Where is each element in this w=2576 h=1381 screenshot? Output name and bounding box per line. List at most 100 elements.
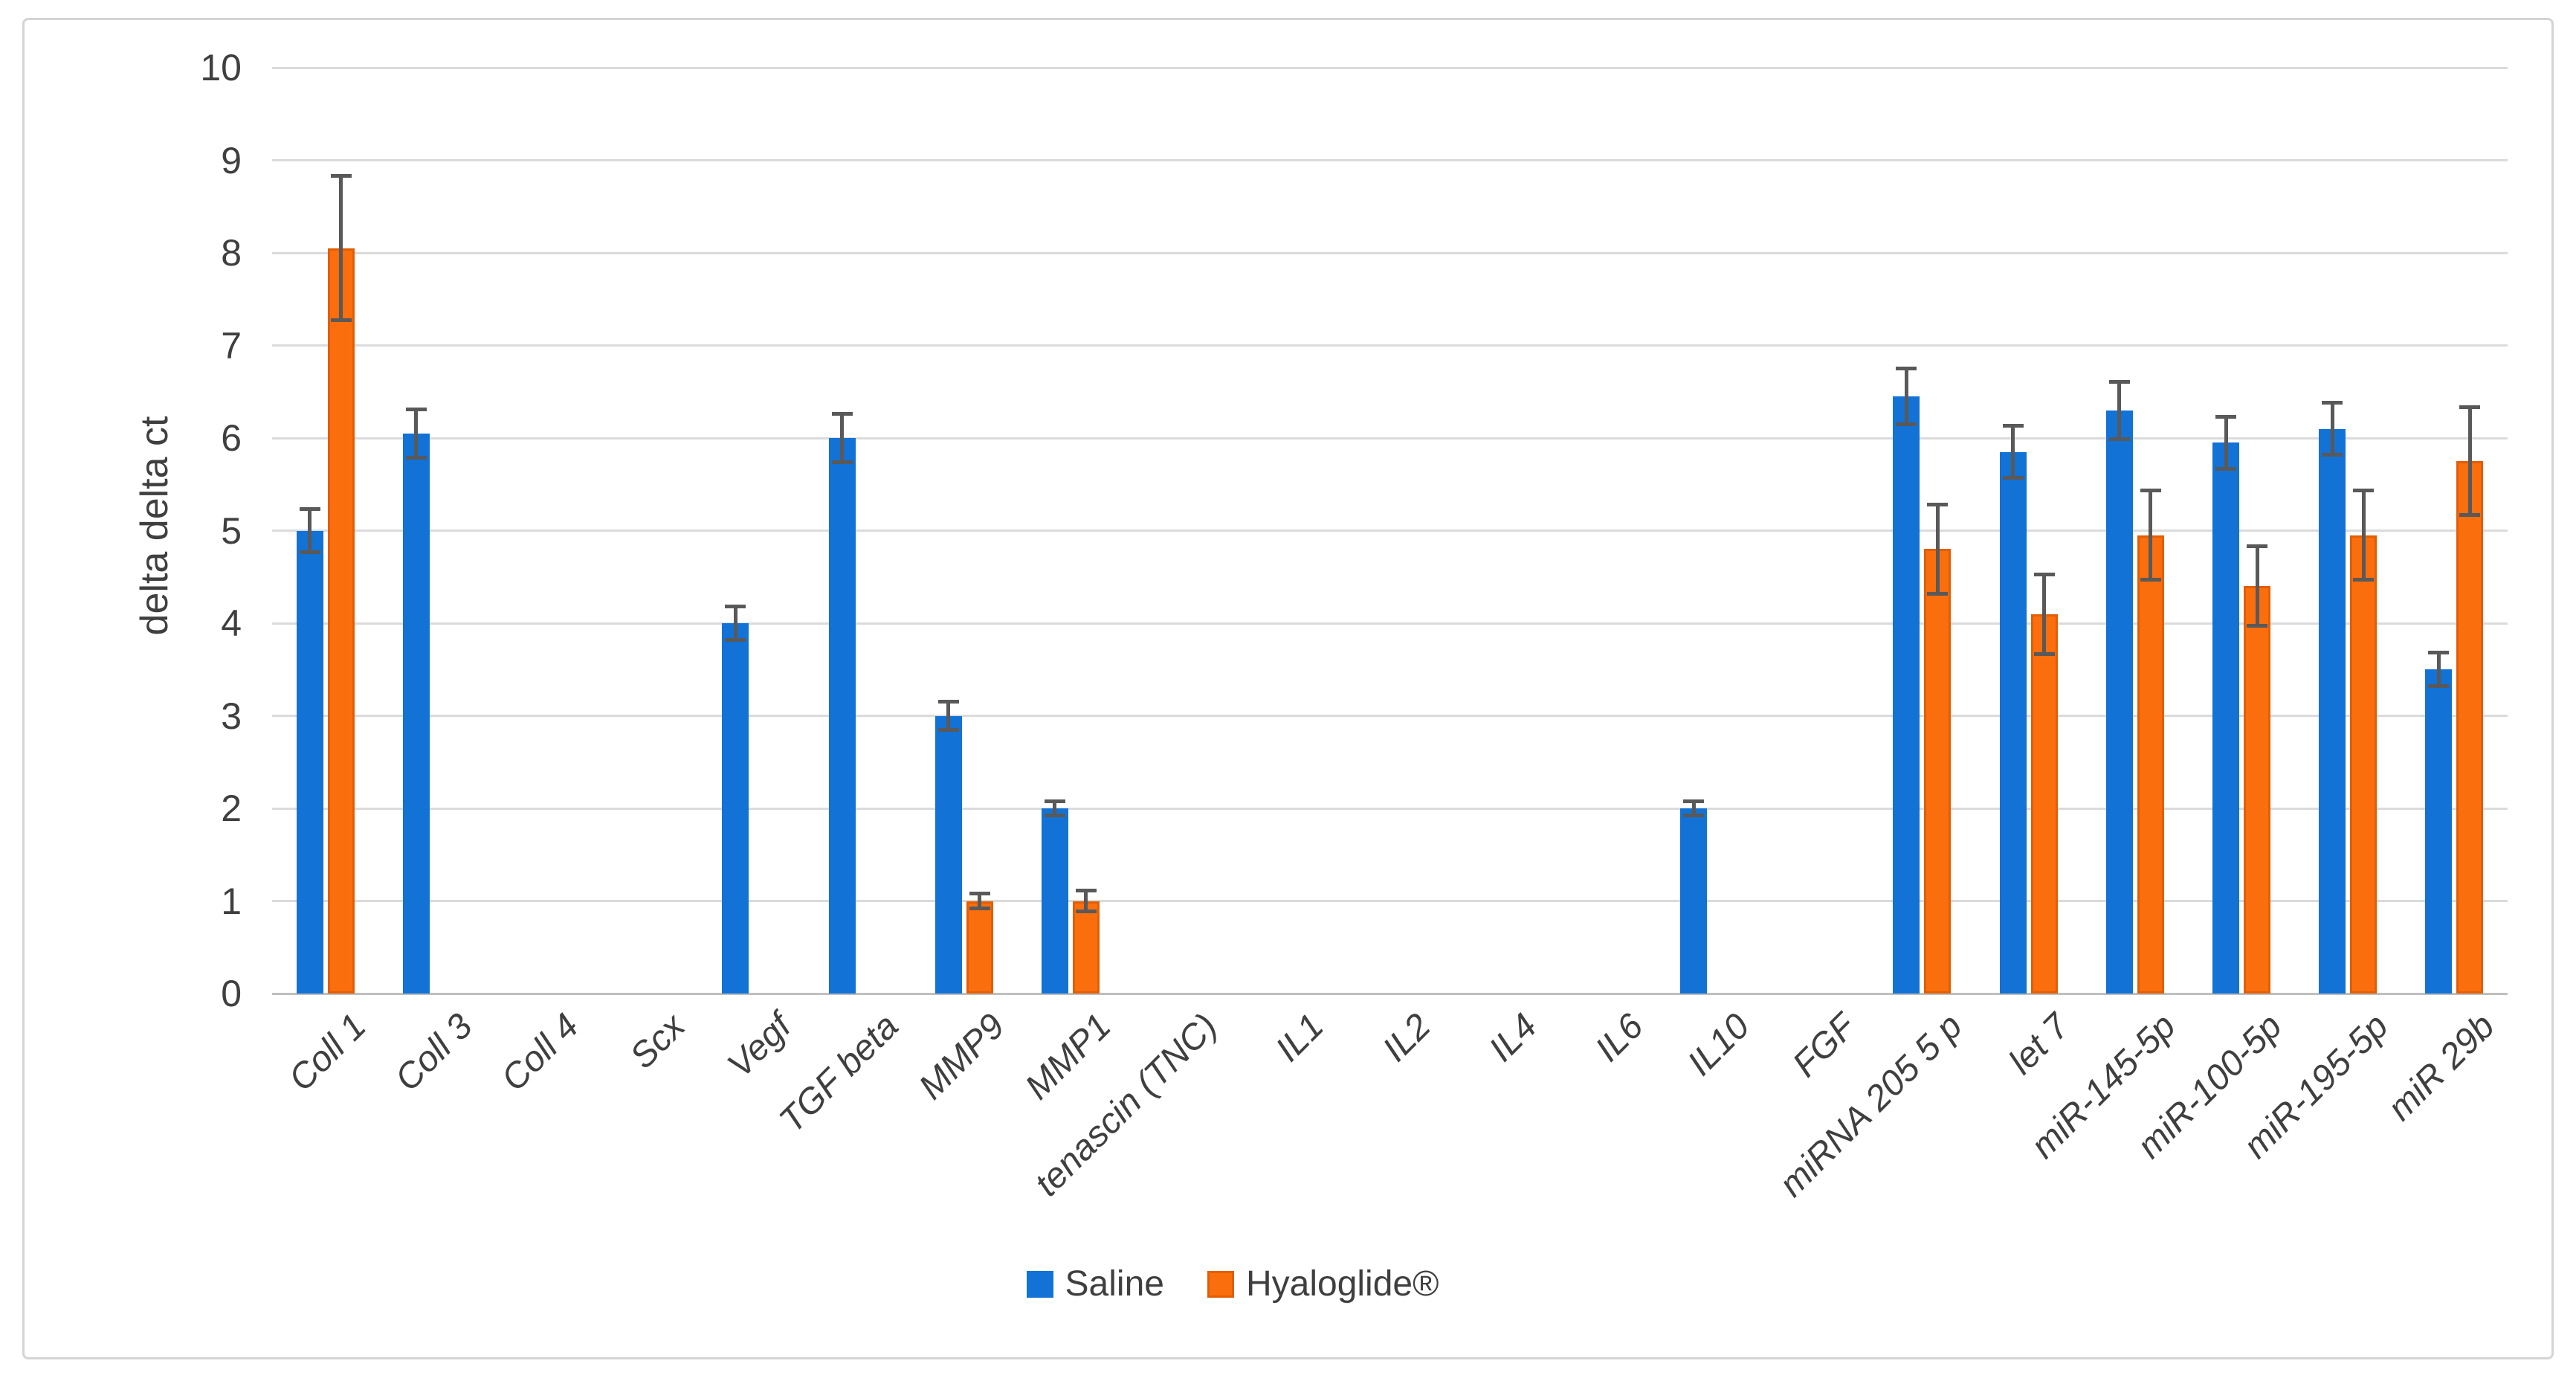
error-bar-line <box>2330 401 2334 457</box>
error-bar-saline-mir-100-5p <box>2215 414 2237 471</box>
y-tick-label-9: 9 <box>221 139 242 181</box>
error-bar-cap-top <box>405 407 427 411</box>
bar-saline-mir-100-5p <box>2212 442 2240 994</box>
error-bar-hyaloglide-mmp1 <box>1075 889 1097 913</box>
y-tick-label-5: 5 <box>221 509 242 552</box>
bar-saline-let-7 <box>1999 451 2027 994</box>
error-bar-line <box>978 892 982 910</box>
error-bar-line <box>2467 405 2472 517</box>
error-bar-cap-top <box>1044 799 1065 803</box>
error-bar-line <box>308 507 312 554</box>
error-bar-cap-bottom <box>405 455 427 460</box>
bar-saline-coll-3 <box>402 433 430 994</box>
error-bar-saline-coll-1 <box>299 507 320 554</box>
error-bar-line <box>2436 651 2441 689</box>
gridline-2 <box>272 807 2508 810</box>
legend-swatch-hyaloglide <box>1207 1270 1234 1298</box>
error-bar-cap-top <box>2108 379 2130 384</box>
bar-hyaloglide-mir-100-5p <box>2244 586 2271 994</box>
error-bar-cap-top <box>2215 414 2237 419</box>
legend-swatch-saline <box>1026 1270 1053 1298</box>
gridline-3 <box>272 715 2508 717</box>
gridline-8 <box>272 251 2508 254</box>
bar-saline-mir-195-5p <box>2319 428 2346 994</box>
y-tick-label-7: 7 <box>221 324 242 367</box>
error-bar-line <box>2117 379 2122 441</box>
bar-saline-mir-29b <box>2425 669 2453 994</box>
gridline-10 <box>272 66 2508 69</box>
error-bar-line <box>2361 489 2366 582</box>
y-tick-label-2: 2 <box>221 788 242 829</box>
legend-label-saline: Saline <box>1065 1264 1164 1304</box>
gridline-6 <box>272 437 2508 440</box>
error-bar-cap-top <box>299 507 320 512</box>
error-bar-hyaloglide-mir-145-5p <box>2140 489 2161 582</box>
error-bar-line <box>2042 572 2047 656</box>
error-bar-cap-top <box>2033 572 2055 576</box>
error-bar-cap-bottom <box>2215 466 2237 471</box>
bar-hyaloglide-coll-1 <box>327 248 355 994</box>
y-tick-label-0: 0 <box>221 973 242 1014</box>
error-bar-cap-top <box>725 605 746 609</box>
error-bar-hyaloglide-mmp9 <box>969 892 990 910</box>
error-bar-saline-mir-145-5p <box>2108 379 2130 441</box>
error-bar-line <box>733 605 737 642</box>
legend-item-hyaloglide: Hyaloglide® <box>1207 1263 1439 1304</box>
error-bar-line <box>2255 544 2259 628</box>
error-bar-cap-bottom <box>2428 684 2450 689</box>
error-bar-saline-mirna-205-5-p <box>1896 367 1917 426</box>
error-bar-cap-top <box>1683 799 1705 803</box>
error-bar-saline-coll-3 <box>405 407 427 460</box>
error-bar-hyaloglide-mirna-205-5-p <box>1927 503 1949 596</box>
x-axis-line <box>272 992 2508 995</box>
bar-hyaloglide-mmp9 <box>966 901 993 994</box>
y-tick-label-8: 8 <box>221 232 242 274</box>
error-bar-saline-let-7 <box>2002 424 2024 480</box>
bar-saline-mmp9 <box>934 715 962 994</box>
error-bar-saline-mmp1 <box>1044 799 1065 818</box>
error-bar-cap-top <box>2428 651 2450 655</box>
error-bar-hyaloglide-mir-100-5p <box>2247 544 2268 628</box>
error-bar-saline-mmp9 <box>937 700 959 732</box>
gridline-7 <box>272 344 2508 347</box>
error-bar-line <box>414 407 419 460</box>
error-bar-line <box>840 412 845 464</box>
error-bar-cap-top <box>1927 503 1949 507</box>
error-bar-cap-top <box>330 174 352 178</box>
error-bar-hyaloglide-mir-29b <box>2459 405 2481 517</box>
gridline-9 <box>272 159 2508 161</box>
error-bar-line <box>946 700 951 732</box>
gridline-4 <box>272 622 2508 625</box>
error-bar-saline-mir-195-5p <box>2322 401 2343 457</box>
error-bar-cap-bottom <box>1683 814 1705 818</box>
error-bar-cap-top <box>1075 889 1097 893</box>
bar-saline-mmp1 <box>1041 808 1068 994</box>
error-bar-line <box>1053 799 1057 818</box>
gridline-5 <box>272 529 2508 532</box>
error-bar-line <box>1691 799 1696 818</box>
bar-hyaloglide-mmp1 <box>1072 901 1100 994</box>
error-bar-cap-bottom <box>1075 909 1097 913</box>
error-bar-saline-mir-29b <box>2428 651 2450 689</box>
error-bar-hyaloglide-let-7 <box>2033 572 2055 656</box>
error-bar-cap-bottom <box>299 550 320 554</box>
error-bar-saline-tgf-beta <box>831 412 853 464</box>
error-bar-line <box>2011 424 2015 480</box>
error-bar-cap-top <box>2322 401 2343 405</box>
error-bar-cap-bottom <box>2322 452 2343 457</box>
y-tick-label-1: 1 <box>221 880 242 922</box>
bar-saline-il10 <box>1680 808 1708 994</box>
error-bar-cap-top <box>2247 544 2268 549</box>
error-bar-cap-top <box>969 892 990 896</box>
error-bar-cap-bottom <box>2459 512 2481 517</box>
error-bar-cap-bottom <box>1896 422 1917 426</box>
gridline-1 <box>272 900 2508 902</box>
error-bar-line <box>339 174 343 323</box>
error-bar-cap-bottom <box>969 906 990 910</box>
bar-hyaloglide-let-7 <box>2030 614 2058 994</box>
error-bar-cap-top <box>2459 405 2481 410</box>
error-bar-cap-bottom <box>2140 577 2161 582</box>
plot-area <box>272 66 2508 995</box>
error-bar-cap-top <box>2002 424 2024 428</box>
